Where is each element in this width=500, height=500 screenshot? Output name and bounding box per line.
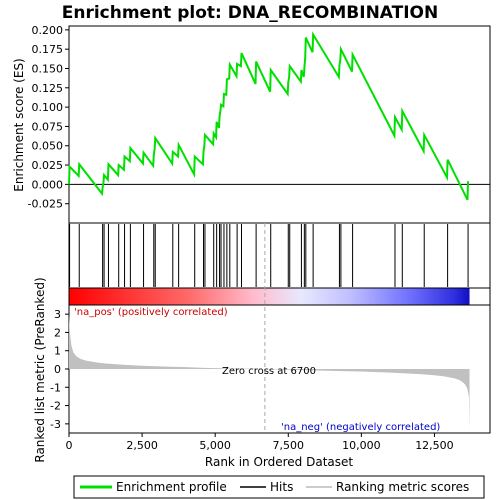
metric-y-tick-label: 0: [54, 363, 61, 376]
es-y-tick-label: 0.100: [32, 101, 64, 114]
metric-y-tick-label: 2: [54, 326, 61, 339]
x-tick-label: 5,000: [199, 439, 231, 452]
metric-y-ticks: 3 2 1 0 -1 -2 -3: [50, 308, 69, 431]
es-panel: -0.025 0.000 0.025 0.050 0.075 0.100 0.125 0.15…: [28, 24, 490, 223]
x-tick-label: 2,500: [126, 439, 158, 452]
es-y-tick-label: 0.000: [32, 178, 64, 191]
metric-y-axis-label: Ranked list metric (PreRanked): [33, 277, 47, 462]
es-y-tick-label: 0.150: [32, 62, 64, 75]
chart-title: Enrichment plot: DNA_RECOMBINATION: [62, 3, 439, 23]
es-y-tick-label: 0.175: [32, 43, 64, 56]
hits-panel: [69, 223, 490, 288]
es-panel-frame: [69, 26, 490, 223]
metric-y-tick-label: 1: [54, 345, 61, 358]
x-axis-ticks: 0 2,500 5,000 7,500 10,000 12,500: [66, 433, 454, 452]
es-y-tick-label: 0.125: [32, 82, 64, 95]
legend-metric-label: Ranking metric scores: [336, 480, 469, 494]
zero-cross-label: Zero cross at 6700: [222, 366, 316, 377]
es-y-tick-label: 0.200: [32, 24, 64, 37]
rank-colorbar: [69, 288, 490, 305]
es-y-axis-label: Enrichment score (ES): [12, 58, 26, 191]
x-tick-label: 0: [66, 439, 73, 452]
x-tick-label: 10,000: [342, 439, 381, 452]
legend-enrichment-label: Enrichment profile: [116, 480, 227, 494]
es-y-tick-label: 0.075: [32, 120, 64, 133]
negative-correlation-label: 'na_neg' (negatively correlated): [281, 422, 440, 433]
x-tick-label: 7,500: [273, 439, 305, 452]
es-y-tick-label: 0.025: [32, 159, 64, 172]
x-axis-label: Rank in Ordered Dataset: [205, 455, 353, 469]
legend: Enrichment profile Hits Ranking metric s…: [74, 476, 484, 498]
es-y-ticks: -0.025 0.000 0.025 0.050 0.075 0.100 0.125 0.15…: [28, 24, 69, 211]
hits-panel-frame: [69, 223, 490, 288]
legend-hits-label: Hits: [270, 480, 293, 494]
rank-colorbar-fill: [69, 288, 470, 305]
metric-y-tick-label: 3: [54, 308, 61, 321]
positive-correlation-label: 'na_pos' (positively correlated): [74, 307, 228, 318]
x-tick-label: 12,500: [415, 439, 454, 452]
es-y-tick-label: 0.050: [32, 140, 64, 153]
metric-y-tick-label: -3: [50, 418, 61, 431]
metric-y-tick-label: -1: [50, 381, 61, 394]
metric-y-tick-label: -2: [50, 400, 61, 413]
es-y-tick-label: -0.025: [28, 198, 63, 211]
